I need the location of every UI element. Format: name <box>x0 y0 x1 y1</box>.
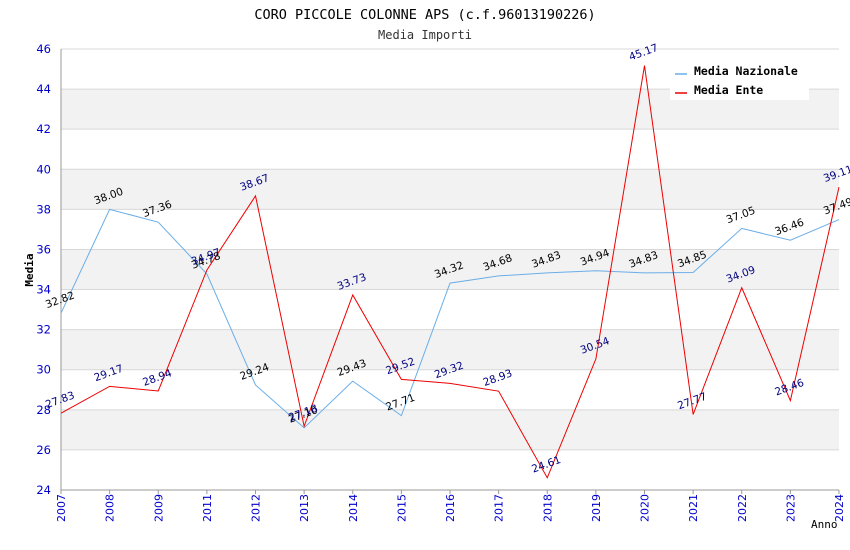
x-tick-label: 2020 <box>639 494 652 522</box>
x-tick-label: 2008 <box>104 494 117 522</box>
x-tick-label: 2023 <box>784 494 797 522</box>
y-tick-labels: 24 26 28 30 32 34 36 38 40 42 44 46 <box>36 42 51 497</box>
data-label: 24.61 <box>530 454 562 476</box>
grid-lines <box>61 48 839 491</box>
chart-subtitle: Media Importi <box>378 28 472 42</box>
y-tick-label: 38 <box>36 202 51 216</box>
data-label: 36.46 <box>773 216 806 238</box>
series-line-nazionale <box>60 208 840 429</box>
grid-band <box>61 409 839 450</box>
x-tick-label: 2015 <box>395 494 408 522</box>
x-tick-label: 2009 <box>152 494 165 522</box>
y-tick-label: 36 <box>36 242 51 256</box>
axes <box>60 49 840 494</box>
y-tick-label: 40 <box>36 162 51 176</box>
y-tick-label: 42 <box>36 122 51 136</box>
data-label: 28.93 <box>482 367 514 389</box>
x-tick-label: 2007 <box>55 494 68 522</box>
x-tick-label: 2017 <box>493 494 506 522</box>
y-tick-label: 46 <box>36 42 51 56</box>
series-lines <box>60 65 840 479</box>
y-tick-label: 24 <box>36 483 51 497</box>
y-tick-label: 30 <box>36 363 51 377</box>
legend-label-nazionale: Media Nazionale <box>694 64 798 78</box>
legend-label-ente: Media Ente <box>694 83 763 97</box>
grid-band <box>61 169 839 210</box>
y-tick-label: 32 <box>36 323 51 337</box>
x-axis-label: Anno <box>811 518 838 531</box>
chart-title: CORO PICCOLE COLONNE APS (c.f.9601319022… <box>254 7 595 23</box>
x-tick-label: 2016 <box>444 494 457 522</box>
x-tick-labels: 2007 2008 2009 2011 2012 2013 2014 2015 2016 2017… <box>55 494 846 522</box>
x-tick-label: 2019 <box>590 494 603 522</box>
x-tick-label: 2022 <box>736 494 749 522</box>
x-tick-label: 2012 <box>250 494 263 522</box>
data-label: 28.94 <box>141 367 174 389</box>
y-tick-label: 34 <box>36 283 51 297</box>
y-tick-label: 26 <box>36 443 51 457</box>
data-label: 45.17 <box>627 42 659 64</box>
x-tick-label: 2024 <box>833 494 846 522</box>
x-tick-label: 2011 <box>201 494 214 522</box>
y-axis-label: Media <box>23 253 36 286</box>
x-tick-label: 2021 <box>687 494 700 522</box>
y-tick-label: 28 <box>36 403 51 417</box>
grid-band <box>61 329 839 370</box>
x-tick-label: 2013 <box>298 494 311 522</box>
data-label: 28.46 <box>773 377 806 399</box>
legend: Media Nazionale Media Ente <box>670 60 809 100</box>
legend-box <box>670 60 809 100</box>
background-bands <box>61 89 839 450</box>
x-tick-label: 2018 <box>541 494 554 522</box>
series-line-ente <box>60 65 840 479</box>
y-tick-label: 44 <box>36 82 51 96</box>
x-tick-label: 2014 <box>347 494 360 522</box>
